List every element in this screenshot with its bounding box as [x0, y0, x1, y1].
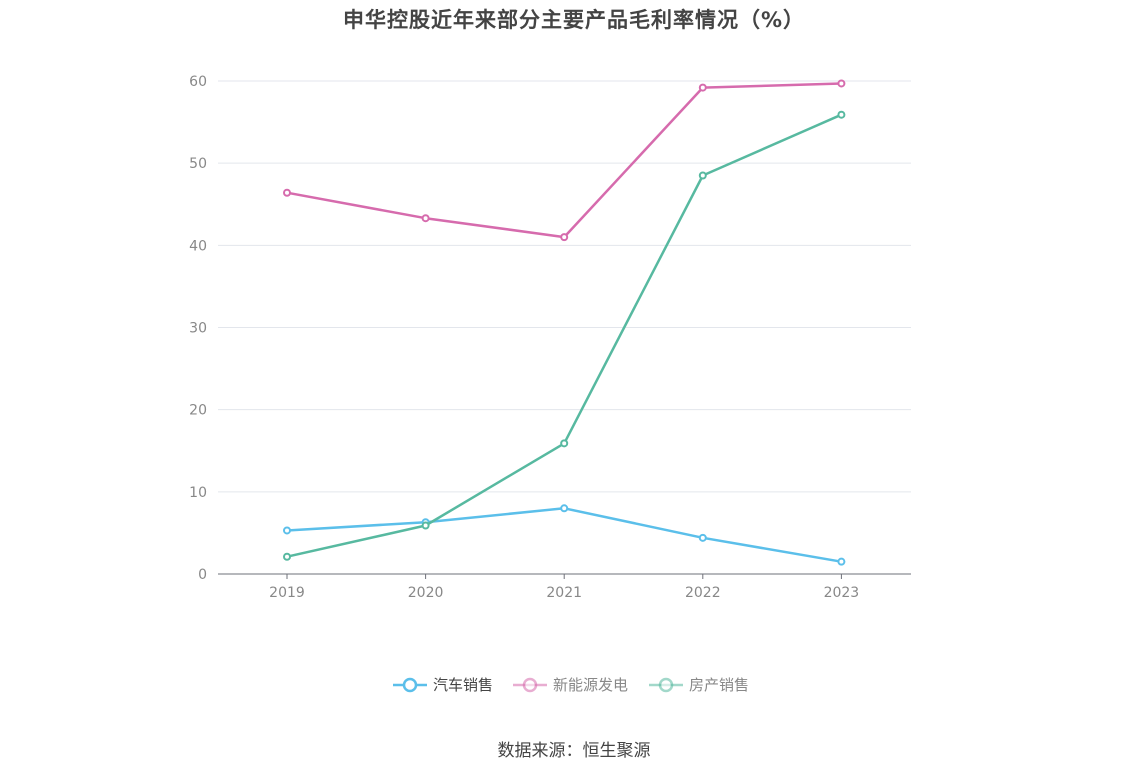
x-tick-label: 2020 — [408, 585, 444, 601]
data-point — [283, 188, 291, 197]
legend-label: 房产销售 — [689, 676, 749, 694]
data-point — [560, 233, 569, 242]
y-tick-label: 30 — [189, 321, 207, 337]
data-point — [421, 521, 430, 530]
legend-marker-circle — [402, 677, 418, 693]
series-line — [286, 507, 842, 563]
legend: 汽车销售 新能源发电 房产销售 — [393, 676, 749, 694]
data-point — [837, 79, 846, 88]
data-point — [560, 504, 569, 513]
x-tick-label: 2022 — [685, 585, 721, 601]
series-line — [286, 113, 842, 558]
legend-marker-circle — [658, 677, 674, 693]
y-tick-label: 50 — [189, 156, 207, 172]
y-tick-label: 20 — [189, 403, 207, 419]
data-point — [560, 439, 569, 448]
y-tick-label: 10 — [189, 485, 207, 501]
x-tick-label: 2019 — [269, 585, 305, 601]
y-tick-label: 60 — [189, 74, 207, 90]
grid-layer — [218, 80, 911, 493]
legend-item[interactable]: 房产销售 — [649, 676, 749, 694]
data-point — [698, 83, 707, 92]
data-point — [698, 171, 707, 180]
series-2 — [283, 110, 846, 561]
series-line — [286, 82, 842, 239]
x-tick-label: 2023 — [824, 585, 860, 601]
x-tick-label: 2021 — [546, 585, 582, 601]
y-tick-label: 40 — [189, 238, 207, 254]
legend-label: 汽车销售 — [433, 676, 493, 694]
source-note: 数据来源：恒生聚源 — [497, 741, 651, 761]
legend-item[interactable]: 汽车销售 — [393, 676, 493, 694]
data-point — [283, 526, 291, 535]
chart-title: 申华控股近年来部分主要产品毛利率情况（%） — [342, 8, 806, 32]
data-point — [698, 533, 707, 542]
legend-label: 新能源发电 — [553, 676, 628, 694]
data-point — [837, 557, 846, 566]
y-tick-label: 0 — [198, 567, 207, 583]
series-layer — [283, 79, 846, 566]
legend-item[interactable]: 新能源发电 — [513, 676, 628, 694]
legend-marker-circle — [522, 677, 538, 693]
series-1 — [283, 79, 846, 242]
axis-layer: 0 10 20 30 40 50 60 2019 2020 2021 2022 2023 — [189, 74, 911, 601]
data-point — [283, 552, 291, 561]
data-point — [421, 214, 430, 223]
series-0 — [283, 504, 846, 566]
data-point — [837, 110, 846, 119]
